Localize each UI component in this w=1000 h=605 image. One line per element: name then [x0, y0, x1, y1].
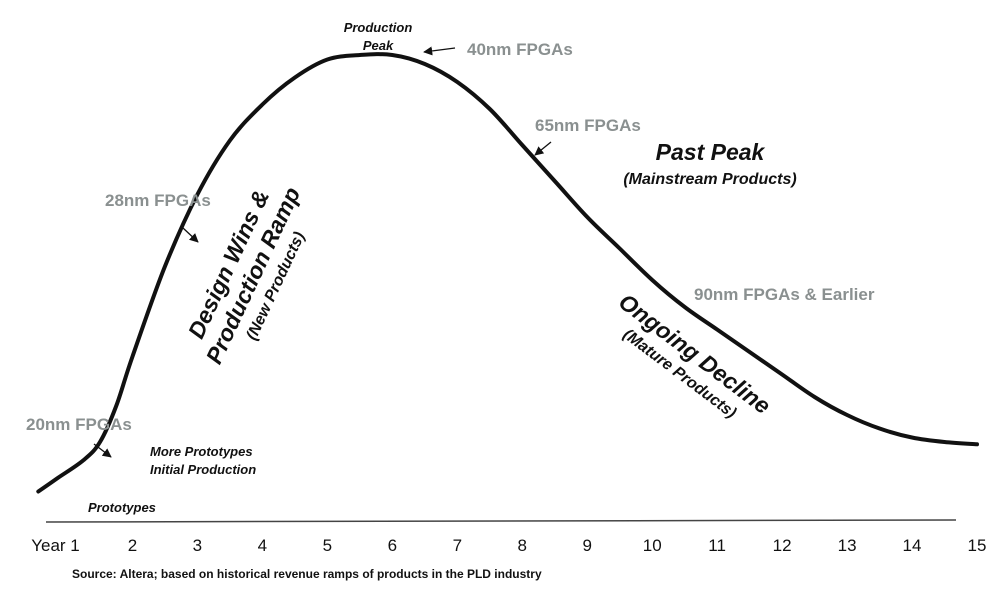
- x-axis-line: [45, 519, 957, 523]
- x-tick-label: 9: [582, 536, 591, 555]
- x-tick-label: 5: [323, 536, 332, 555]
- annotation-prototypes: Prototypes: [88, 500, 156, 515]
- x-tick-label: Year 1: [31, 536, 80, 555]
- arrow-40nm: [423, 46, 456, 56]
- label-90nm-earlier: 90nm FPGAs & Earlier: [694, 285, 875, 304]
- lifecycle-curve: [36, 52, 979, 494]
- x-tick-label: 4: [258, 536, 267, 555]
- annotation-peak: Peak: [363, 38, 394, 53]
- x-tick-label: 12: [773, 536, 792, 555]
- x-tick-label: 6: [388, 536, 397, 555]
- label-20nm: 20nm FPGAs: [26, 415, 132, 434]
- annotation-past-peak: Past Peak: [656, 139, 766, 165]
- arrow-65nm: [534, 141, 552, 156]
- label-40nm: 40nm FPGAs: [467, 40, 573, 59]
- label-65nm: 65nm FPGAs: [535, 116, 641, 135]
- arrow-28nm: [182, 227, 199, 243]
- source-note: Source: Altera; based on historical reve…: [72, 567, 542, 581]
- annotation-initial-production: Initial Production: [150, 462, 256, 477]
- arrow-20nm: [93, 443, 112, 458]
- x-tick-label: 14: [903, 536, 922, 555]
- x-tick-labels: Year 1 2 3 4 5 6 7 8 9 10 11 12 13 14 15: [31, 536, 986, 555]
- x-tick-label: 8: [517, 536, 526, 555]
- x-tick-label: 15: [968, 536, 987, 555]
- x-tick-label: 2: [128, 536, 137, 555]
- annotation-production: Production: [344, 20, 413, 35]
- x-tick-label: 11: [708, 536, 726, 555]
- x-tick-label: 7: [453, 536, 462, 555]
- x-tick-label: 3: [193, 536, 202, 555]
- annotation-mainstream-products: (Mainstream Products): [623, 171, 796, 188]
- annotation-more-prototypes: More Prototypes: [150, 444, 253, 459]
- x-tick-label: 10: [643, 536, 662, 555]
- label-28nm: 28nm FPGAs: [105, 191, 211, 210]
- x-tick-label: 13: [838, 536, 857, 555]
